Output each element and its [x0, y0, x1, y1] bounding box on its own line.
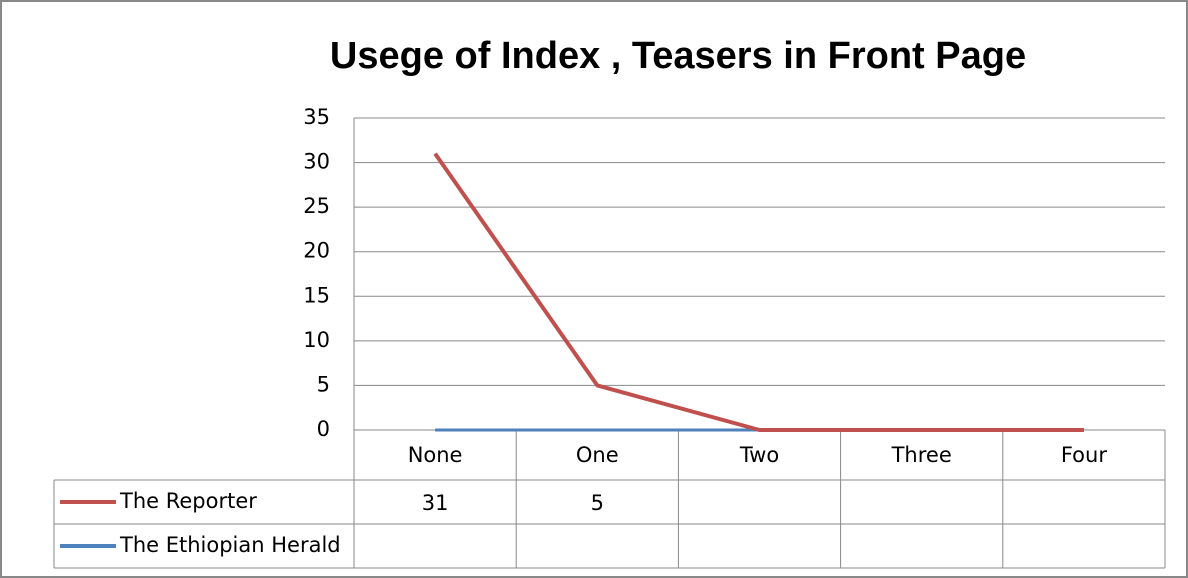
- x-tick-label: Three: [891, 443, 952, 467]
- y-tick-label: 20: [303, 239, 330, 263]
- y-tick-label: 25: [303, 194, 330, 218]
- y-tick-label: 10: [303, 328, 330, 352]
- legend-label: The Reporter: [119, 489, 257, 513]
- legend-label: The Ethiopian Herald: [119, 533, 341, 557]
- x-tick-label: Two: [739, 443, 779, 467]
- x-tick-label: One: [576, 443, 619, 467]
- table-value: 5: [591, 491, 604, 515]
- chart-title: Usege of Index , Teasers in Front Page: [330, 35, 1026, 77]
- y-tick-label: 30: [303, 150, 330, 174]
- y-tick-label: 0: [317, 417, 330, 441]
- y-tick-label: 15: [303, 283, 330, 307]
- series-line: [433, 152, 1084, 432]
- y-tick-label: 5: [317, 372, 330, 396]
- x-tick-label: Four: [1061, 443, 1107, 467]
- x-tick-label: None: [408, 443, 463, 467]
- y-tick-label: 35: [303, 105, 330, 129]
- table-value: 31: [422, 491, 449, 515]
